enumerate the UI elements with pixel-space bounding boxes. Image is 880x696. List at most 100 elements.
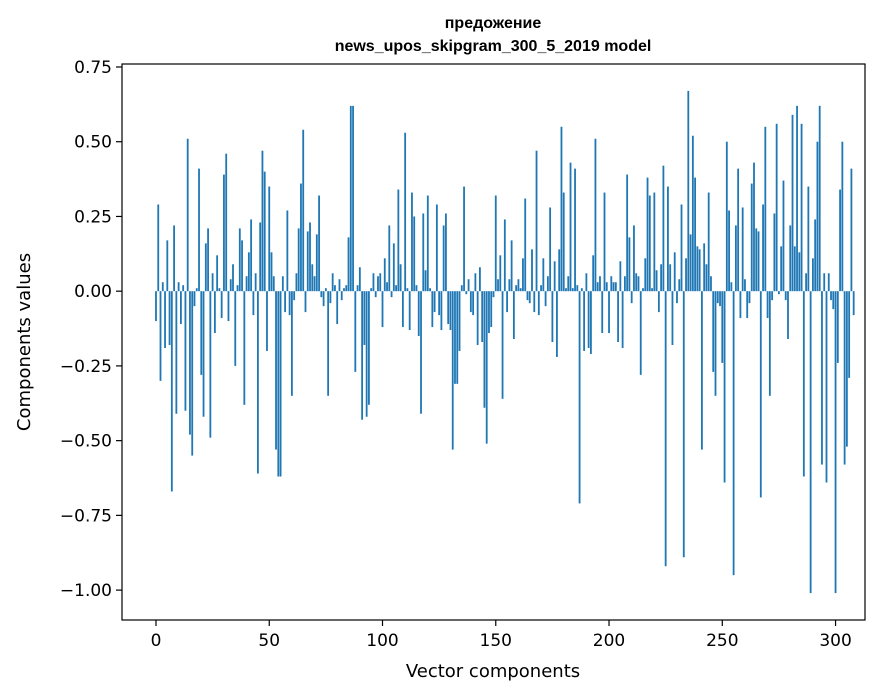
bar bbox=[390, 291, 393, 298]
bar bbox=[232, 264, 234, 292]
bar bbox=[843, 291, 846, 465]
bar bbox=[295, 273, 298, 292]
bar bbox=[467, 279, 470, 292]
bar bbox=[526, 291, 529, 301]
bar bbox=[848, 291, 851, 378]
bar bbox=[481, 291, 484, 342]
bar bbox=[261, 150, 264, 292]
bar bbox=[311, 264, 314, 292]
x-axis-label: Vector components bbox=[406, 661, 580, 682]
bar bbox=[236, 285, 239, 292]
bar bbox=[775, 123, 778, 292]
bar bbox=[220, 291, 223, 319]
y-tick-label: −0.50 bbox=[60, 432, 112, 452]
bar bbox=[347, 237, 350, 292]
bar bbox=[458, 291, 461, 351]
bar bbox=[578, 291, 581, 504]
bar bbox=[383, 258, 386, 292]
bar bbox=[766, 291, 769, 319]
bar bbox=[768, 291, 771, 396]
bar bbox=[216, 255, 219, 292]
bar bbox=[832, 291, 835, 310]
bar bbox=[238, 228, 241, 292]
bar bbox=[433, 291, 436, 313]
bar bbox=[508, 279, 511, 292]
plot-frame bbox=[121, 63, 866, 621]
bar bbox=[370, 288, 373, 292]
bar bbox=[839, 189, 841, 292]
bar bbox=[499, 255, 502, 292]
bar bbox=[725, 141, 728, 292]
bar bbox=[503, 219, 506, 292]
bar bbox=[569, 162, 572, 292]
bar bbox=[660, 264, 663, 292]
bar bbox=[639, 291, 642, 375]
chart-title-line1: предожение bbox=[445, 15, 542, 32]
bar bbox=[404, 132, 407, 292]
bar bbox=[315, 234, 318, 292]
bar bbox=[184, 291, 187, 411]
bar bbox=[417, 291, 420, 337]
bar bbox=[288, 291, 291, 316]
bar bbox=[485, 291, 488, 444]
bar bbox=[821, 291, 823, 465]
bar bbox=[614, 282, 617, 292]
bar bbox=[175, 291, 178, 414]
bar bbox=[179, 291, 182, 325]
bar bbox=[546, 276, 549, 292]
bar bbox=[646, 177, 649, 292]
bar bbox=[411, 192, 413, 292]
bar bbox=[818, 105, 821, 292]
bar bbox=[517, 279, 520, 292]
bar bbox=[454, 291, 456, 384]
y-tick-label: −1.00 bbox=[60, 581, 112, 601]
bar bbox=[850, 168, 853, 292]
y-tick-label: 0.75 bbox=[74, 58, 112, 78]
bar bbox=[207, 228, 209, 292]
bar bbox=[780, 246, 783, 292]
bar bbox=[365, 291, 368, 417]
bar bbox=[338, 279, 341, 292]
bar bbox=[852, 291, 855, 316]
bar bbox=[510, 240, 513, 292]
bar bbox=[816, 141, 819, 292]
bar bbox=[406, 288, 409, 292]
bar bbox=[651, 288, 653, 292]
bar bbox=[164, 291, 166, 348]
bar bbox=[445, 213, 447, 292]
bar bbox=[807, 186, 810, 292]
bar bbox=[753, 162, 755, 292]
bar bbox=[626, 174, 629, 292]
bar bbox=[388, 225, 391, 292]
bar bbox=[488, 291, 490, 334]
bar bbox=[827, 273, 830, 292]
bar bbox=[691, 135, 694, 292]
bar bbox=[678, 279, 681, 292]
bar bbox=[356, 285, 359, 292]
bar bbox=[544, 291, 547, 307]
bar bbox=[399, 264, 402, 292]
bar bbox=[689, 234, 692, 292]
bar bbox=[191, 291, 194, 456]
bar bbox=[302, 129, 305, 292]
bar bbox=[322, 291, 325, 307]
bar bbox=[512, 291, 515, 340]
bar bbox=[204, 243, 207, 292]
bar bbox=[789, 225, 792, 292]
bar bbox=[712, 291, 715, 372]
bar bbox=[542, 258, 545, 292]
bar bbox=[669, 264, 672, 292]
bar bbox=[200, 291, 203, 375]
bar bbox=[764, 126, 767, 292]
bar bbox=[787, 291, 789, 340]
bar bbox=[657, 291, 660, 313]
bar bbox=[334, 285, 336, 292]
bar bbox=[728, 210, 730, 292]
bar bbox=[549, 207, 552, 292]
bar bbox=[243, 291, 246, 405]
bar bbox=[793, 246, 796, 292]
bar bbox=[277, 291, 280, 477]
bar bbox=[644, 258, 647, 292]
bar bbox=[352, 105, 354, 292]
